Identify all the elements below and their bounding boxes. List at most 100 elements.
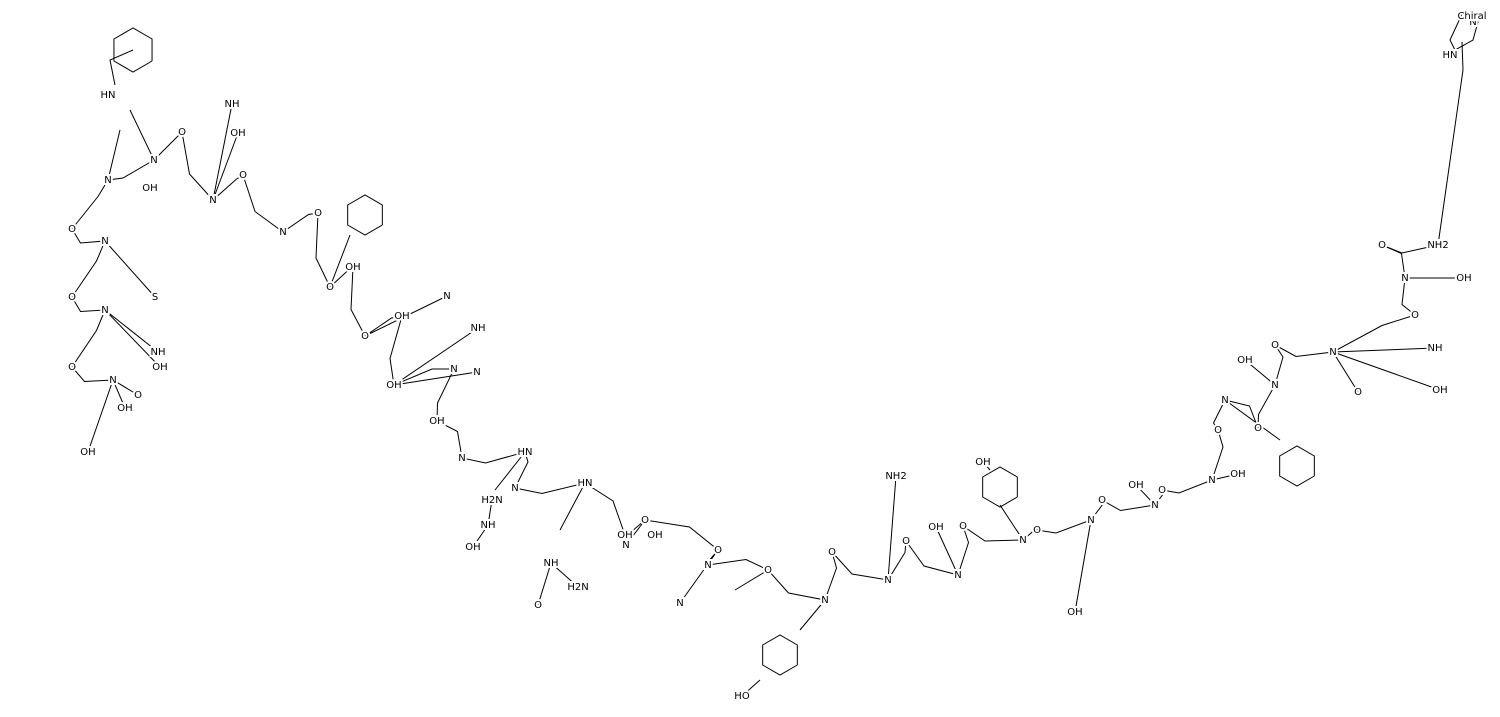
atom-label: NH [481,520,496,531]
atom-label: N [109,375,116,386]
atom-label: N [1208,475,1215,486]
atom-label: H2N [481,495,502,506]
bond [1279,445,1315,487]
bond [494,451,526,491]
atom-label: N [1329,347,1336,358]
atom-label: N [1087,515,1094,526]
atom-label: N [1401,273,1408,284]
atom-label: OH [345,262,360,273]
atom-label: O [959,521,967,532]
bond [1461,41,1464,71]
atom-label: NH [151,347,166,358]
atom-label: OH [80,447,95,458]
atom-label: O [239,170,247,181]
bond [1211,473,1239,481]
atom-label: NH [225,99,240,110]
atom-label: O [828,547,836,558]
atom-label: OH [1237,355,1252,366]
atom-label: N [443,291,450,302]
bond [212,103,233,201]
atom-label: O [326,282,334,293]
atom-label: N [458,453,465,464]
atom-label: OH [152,362,167,373]
atom-label: N [676,598,683,609]
atom-label: O [534,600,542,611]
bond [472,524,489,548]
bond [71,130,1439,601]
atom-label: S [152,292,158,303]
atom-label: NH [544,558,559,569]
bond [741,679,761,697]
atom-label: OH [117,403,132,414]
atom-label: N [704,560,711,571]
bond [1074,519,1092,613]
atom-label: O [1033,525,1041,536]
bond [1224,399,1281,441]
atom-label: HN [518,447,533,458]
bond [104,240,156,298]
atom-label: N [101,236,108,247]
bond [212,132,239,201]
atom-label: OH [1230,469,1245,480]
atom-label: OH [142,183,157,194]
atom-label: O [314,208,322,219]
atom-label: HO [734,691,750,702]
bond [559,482,586,531]
atom-label: N [209,195,216,206]
bond [112,379,139,396]
atom-label: N [1019,535,1026,546]
atom-label: OH [429,416,444,427]
atom-label: OH [928,522,943,533]
bond [347,194,383,236]
bond [329,234,351,288]
bond [1332,351,1359,393]
atom-label: N [279,227,286,238]
atom-label: O [68,292,76,303]
atom-label: OH [1432,385,1447,396]
atom-label: O [714,545,722,556]
bond [762,634,798,676]
bond [129,109,155,161]
atom-label: O [1378,240,1386,251]
bond [109,49,134,86]
atom-label: N [622,540,629,551]
bond [1332,347,1436,353]
atom-label: OH [1456,273,1471,284]
atom-label: N [1469,17,1476,28]
bond [679,549,719,604]
atom-label: O [641,515,649,526]
bond [625,519,646,546]
bond [537,562,552,606]
bond [982,461,991,471]
bond [1332,351,1441,391]
atom-label: OH [1128,480,1143,491]
atom-label: OH [617,530,632,541]
atom-label: O [1098,495,1106,506]
bond [550,562,579,588]
bond [112,379,126,409]
atom-label: NH [471,323,486,334]
atom-label: N [1221,395,1228,406]
atom-label: OH [975,457,990,468]
atom-label: O [134,390,142,401]
atom-label: OH [394,311,409,322]
atom-label: N [884,575,891,586]
atom-label: NH2 [1427,240,1448,251]
atom-label: O [902,536,910,547]
atom-label: N [511,483,518,494]
atom-label: NH [1428,343,1443,354]
atom-label: O [178,127,186,138]
atom-label: O [68,224,76,235]
atom-label: HN [101,90,116,101]
atom-label: N [954,570,961,581]
chiral-label: Chiral [1457,11,1486,22]
atom-label: O [1214,425,1222,436]
atom-label: O [1271,340,1279,351]
bond [364,295,448,337]
atom-label: N [821,595,828,606]
atom-label: O [764,565,772,576]
bond [104,309,159,353]
atom-label: N [150,155,157,166]
